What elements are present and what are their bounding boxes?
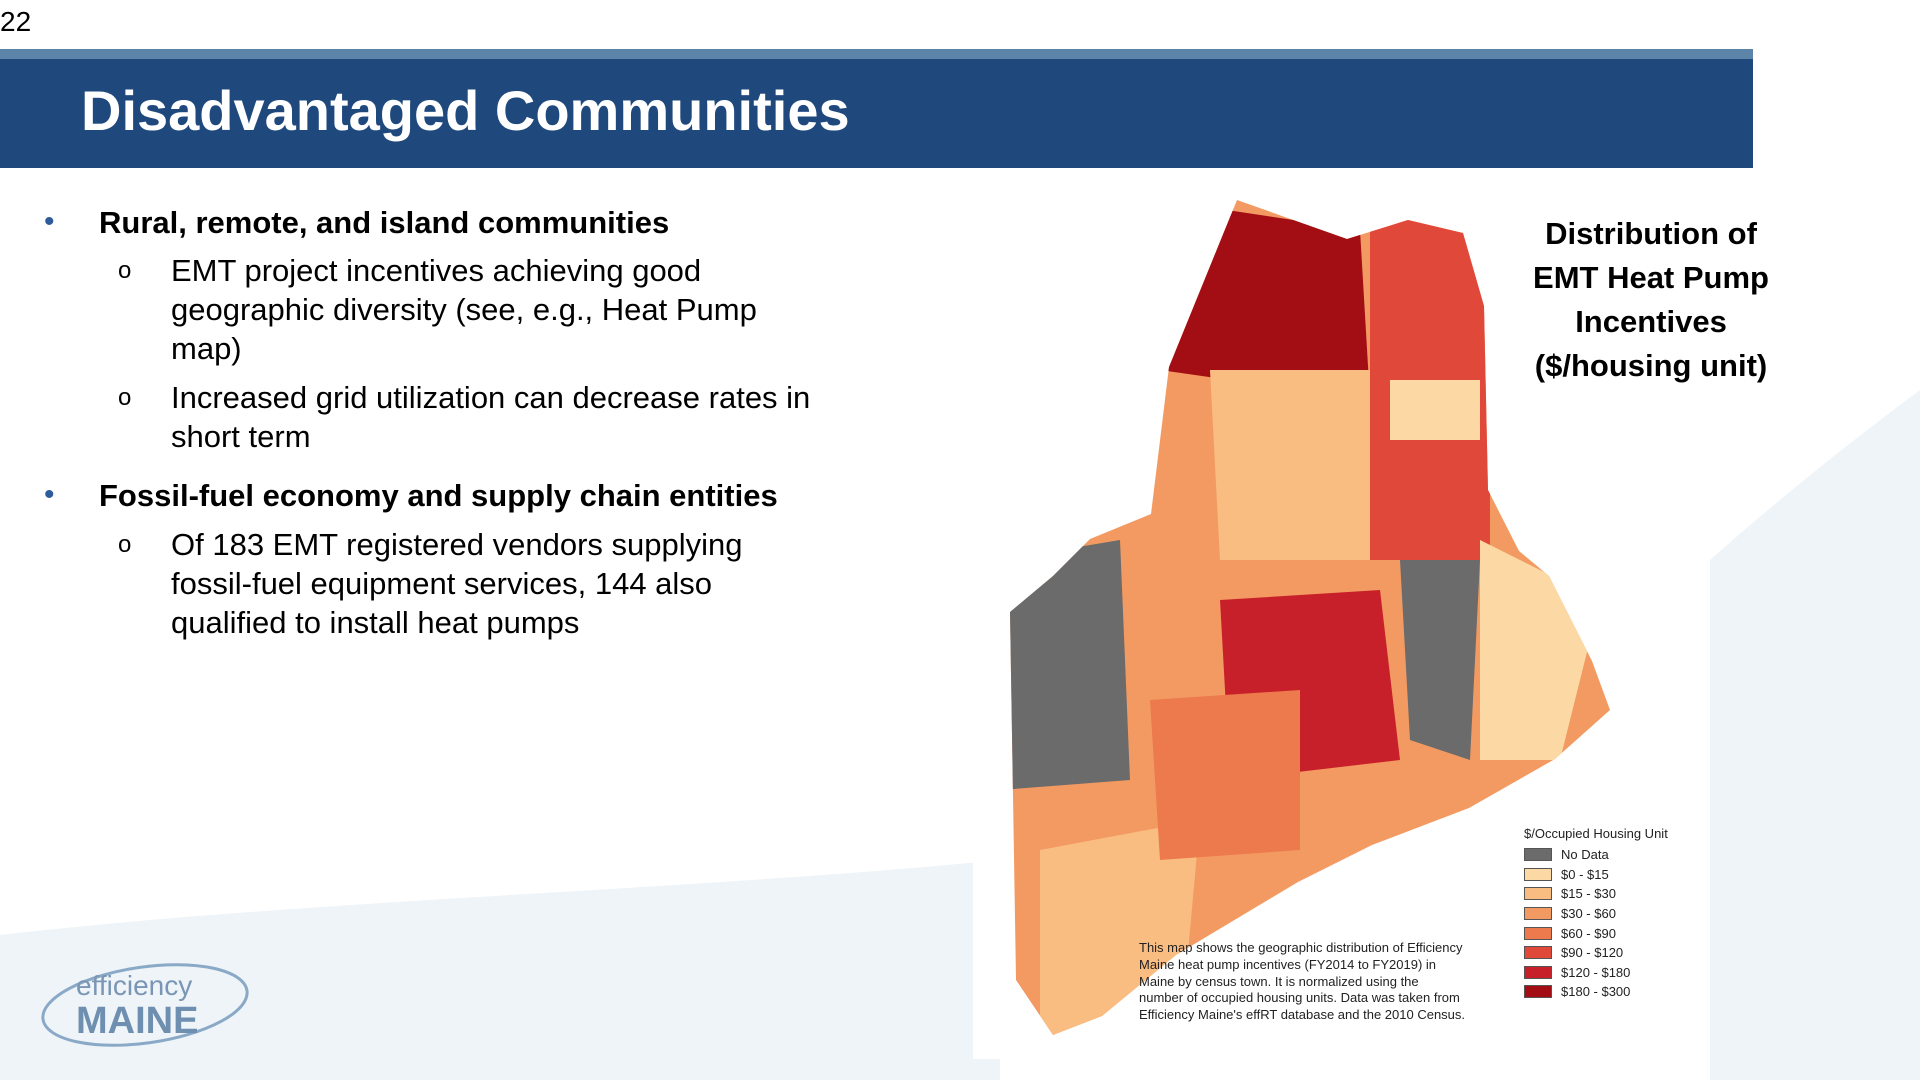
legend-label: $90 - $120 [1561, 945, 1624, 961]
legend-item: $0 - $15 [1524, 865, 1668, 885]
legend-label: $60 - $90 [1561, 925, 1616, 941]
legend-label: $0 - $15 [1561, 866, 1609, 882]
sub-bullet: Of 183 EMT registered vendors supplying … [171, 527, 743, 640]
map-legend: $/Occupied Housing Unit No Data $0 - $15 $1… [1524, 826, 1668, 1002]
caption-line: Maine by census town. It is normalized u… [1139, 973, 1419, 989]
top-bar [0, 49, 1753, 59]
logo-top: efficiency [76, 970, 193, 1001]
sub-bullet-marker: o [118, 384, 132, 411]
title-bar [0, 59, 1753, 168]
legend-swatch [1524, 907, 1552, 921]
map-title: Distribution of EMT Heat Pump Incentives ($… [1500, 212, 1802, 388]
legend-item: No Data [1524, 845, 1668, 865]
page-number: 22 [0, 6, 32, 37]
sub-bullet: Increased grid utilization can decrease … [171, 380, 811, 454]
legend-item: $120 - $180 [1524, 963, 1668, 983]
sub-bullet: EMT project incentives achieving good ge… [171, 253, 757, 366]
legend-title: $/Occupied Housing Unit [1524, 826, 1668, 841]
bullet: Rural, remote, and island communities [99, 205, 670, 240]
legend-item: $180 - $300 [1524, 982, 1668, 1002]
caption-line: Efficiency Maine's effRT database and th… [1139, 1007, 1466, 1023]
legend-swatch [1524, 965, 1552, 979]
slide-title: Disadvantaged Communities [81, 79, 850, 142]
caption-line: Maine heat pump incentives (FY2014 to FY… [1139, 956, 1437, 972]
legend-swatch [1524, 887, 1552, 901]
sub-bullet-marker: o [118, 257, 132, 284]
map-title-line: Distribution of [1545, 216, 1757, 251]
bullet-marker: • [44, 478, 55, 511]
map-title-line: EMT Heat Pump [1533, 260, 1769, 295]
legend-item: $90 - $120 [1524, 943, 1668, 963]
bullet: Fossil-fuel economy and supply chain ent… [99, 478, 778, 513]
caption-line: number of occupied housing units. Data w… [1139, 990, 1460, 1006]
legend-swatch [1524, 926, 1552, 940]
map-caption: This map shows the geographic distributi… [1139, 940, 1465, 1024]
caption-line: This map shows the geographic distributi… [1139, 940, 1463, 955]
legend-swatch [1524, 946, 1552, 960]
legend-item: $15 - $30 [1524, 884, 1668, 904]
legend-swatch [1524, 848, 1552, 862]
legend-swatch [1524, 867, 1552, 881]
legend-item: $60 - $90 [1524, 923, 1668, 943]
bullet-marker: • [44, 205, 55, 238]
sub-bullet-marker: o [118, 531, 132, 558]
legend-label: $180 - $300 [1561, 984, 1631, 1000]
legend-item: $30 - $60 [1524, 904, 1668, 924]
background-wave [0, 860, 1000, 1080]
logo-bottom: MAINE [76, 1000, 199, 1042]
legend-label: $120 - $180 [1561, 964, 1631, 980]
logo-swoosh [41, 963, 249, 1047]
legend-swatch [1524, 985, 1552, 999]
map-title-line: Incentives [1575, 304, 1727, 339]
map-title-line: ($/housing unit) [1534, 348, 1768, 383]
background-wave [1710, 390, 1920, 1080]
legend-label: $30 - $60 [1561, 906, 1616, 922]
legend-label: No Data [1561, 847, 1609, 863]
legend-label: $15 - $30 [1561, 886, 1616, 902]
